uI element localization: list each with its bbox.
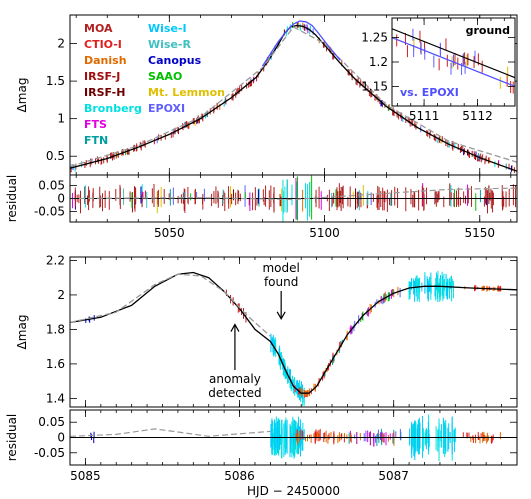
bottom-residual-ytick-label: 0 [57, 431, 65, 445]
legend-entry-canopus: Canopus [148, 54, 202, 67]
bottom-residual-ylabel: residual [5, 414, 19, 462]
top-ylabel: Δmag [15, 78, 29, 113]
bottom-residual-ytick-label: -0.05 [34, 446, 65, 460]
top-residual-xtick-label: 5100 [309, 226, 340, 240]
legend-entry-wise-r: Wise-R [148, 38, 191, 51]
top-residual-ytick-label: 0.05 [38, 178, 65, 192]
top-epoxi-model-curve [261, 20, 341, 67]
inset-ground-model [392, 28, 515, 79]
top-ytick-label: 1.5 [46, 74, 65, 88]
annotation-anomaly-line1: anomaly [209, 372, 261, 386]
bottom-residual-alt-model [69, 428, 271, 437]
bottom-ylabel: Δmag [15, 315, 29, 350]
legend-entry-wise-i: Wise-I [148, 22, 187, 35]
annotation-model-found-line1: model [262, 261, 299, 275]
top-residual-alt-model [69, 187, 518, 201]
bottom-ytick-label: 2 [57, 288, 65, 302]
annotation-anomaly-line2: detected [208, 386, 261, 400]
top-ytick-label: 0.5 [46, 149, 65, 163]
top-residual-ylabel: residual [5, 175, 19, 223]
bottom-ytick-label: 2.2 [46, 253, 65, 267]
inset-epoxi-label: vs. EPOXI [400, 86, 459, 99]
inset-ytick-label: 1.2 [369, 55, 388, 69]
legend-entry-irsf-j: IRSF-J [84, 70, 120, 83]
top-residual-ytick-label: -0.05 [34, 205, 65, 219]
bottom-panel-frame [69, 256, 518, 408]
legend-entry-bronberg: Bronberg [84, 102, 142, 115]
top-residual-points [72, 175, 517, 222]
legend-entry-saao: SAAO [148, 70, 182, 83]
annotation-model-found-line2: found [264, 275, 298, 289]
bottom-residual-xtick-label: 5087 [378, 469, 409, 483]
legend-entry-irsf-h: IRSF-H [84, 86, 125, 99]
top-ytick-label: 1 [57, 112, 65, 126]
bottom-model-curve [70, 271, 517, 394]
bottom-residual-xtick-label: 5086 [224, 469, 255, 483]
legend-entry-moa: MOA [84, 22, 113, 35]
bottom-alt-model-curve [70, 273, 271, 337]
top-residual-xtick-label: 5150 [464, 226, 495, 240]
bottom-ytick-label: 1.6 [46, 357, 65, 371]
bottom-residual-ytick-label: 0.05 [38, 415, 65, 429]
bottom-ytick-label: 1.4 [46, 391, 65, 405]
legend-entry-ftn: FTN [84, 134, 108, 147]
legend-entry-fts: FTS [84, 118, 107, 131]
annotation-model-found-arrowhead [276, 311, 286, 321]
legend-entry-mt-lemmon: Mt. Lemmon [148, 86, 225, 99]
top-residual-xtick-label: 5050 [154, 226, 185, 240]
bottom-residual-xtick-label: 5085 [70, 469, 101, 483]
inset-ground-label: ground [466, 24, 510, 37]
top-model-curve [70, 24, 517, 172]
legend-entry-ctio-i: CTIO-I [84, 38, 122, 51]
top-residual-ytick-label: 0 [57, 192, 65, 206]
inset-ytick-label: 1.15 [361, 79, 388, 93]
annotation-anomaly-arrowhead [230, 323, 240, 332]
legend-entry-danish: Danish [84, 54, 127, 67]
bottom-xlabel: HJD − 2450000 [247, 484, 340, 498]
top-ytick-label: 2 [57, 37, 65, 51]
inset-xtick-label: 5111 [409, 109, 440, 123]
top-alt-model-curve [70, 26, 517, 168]
bottom-ytick-label: 1.8 [46, 322, 65, 336]
inset-ytick-label: 1.25 [361, 31, 388, 45]
inset-xtick-label: 5112 [462, 109, 493, 123]
inset-epoxi-model [392, 36, 515, 88]
bottom-residual-points [90, 414, 501, 462]
legend-entry-epoxi: EPOXI [148, 102, 185, 115]
